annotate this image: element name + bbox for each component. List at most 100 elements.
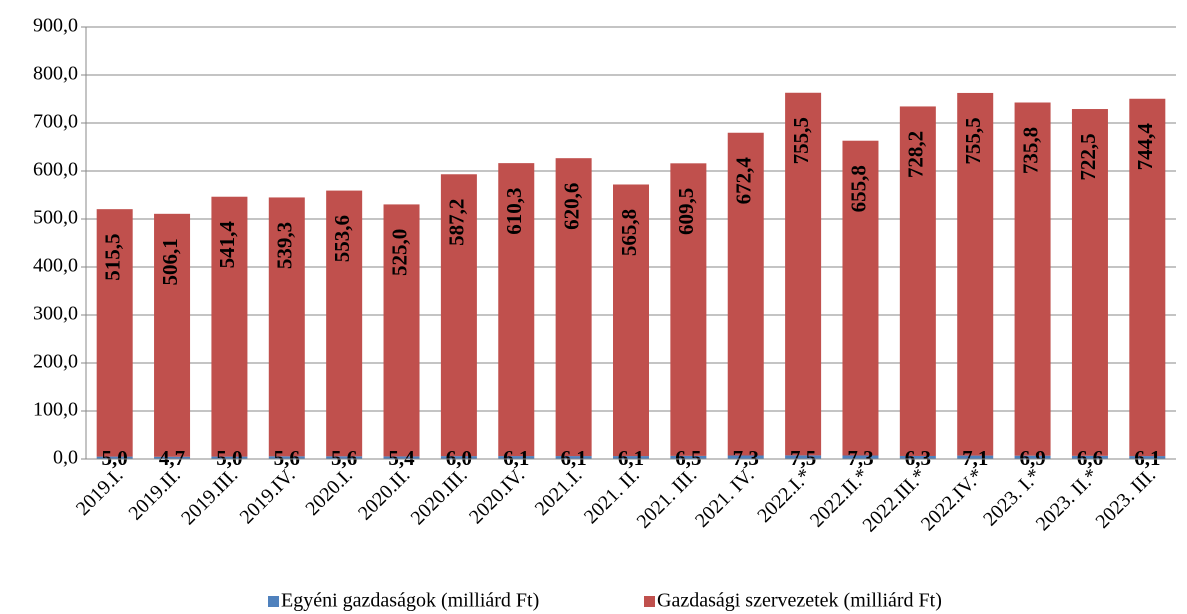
x-tick-label: 2020.II.: [354, 464, 414, 524]
bar-segment: [154, 213, 191, 457]
value-label: 5,0: [102, 446, 128, 470]
value-label: 6,1: [618, 446, 644, 470]
bar-segment: [498, 456, 535, 459]
legend-label: Gazdasági szervezetek (milliárd Ft): [657, 590, 942, 612]
bar-segment: [785, 455, 822, 459]
value-label: 6,1: [561, 446, 587, 470]
bar-segment: [957, 92, 994, 456]
value-label: 5,6: [274, 446, 300, 470]
value-label: 6,0: [446, 446, 472, 470]
x-tick-label: 2019.III.: [177, 464, 242, 529]
x-tick-label: 2021.I.: [531, 464, 587, 520]
value-label: 4,7: [159, 446, 185, 470]
value-label: 7,5: [790, 446, 816, 470]
bar-segment: [326, 190, 363, 457]
value-label: 672,4: [732, 157, 756, 205]
bar-segment: [613, 456, 649, 459]
bar-segment: [326, 456, 363, 459]
bar-segment: [154, 456, 191, 459]
value-label: 565,8: [617, 209, 641, 256]
value-label: 722,5: [1076, 133, 1100, 180]
legend-label: Egyéni gazdaságok (milliárd Ft): [281, 590, 539, 612]
bar-segment: [440, 456, 477, 459]
y-tick-label: 300,0: [33, 303, 78, 325]
bar-segment: [899, 455, 936, 459]
legend-swatch: [644, 596, 655, 607]
value-label: 609,5: [674, 188, 698, 235]
bar-segment: [613, 184, 649, 457]
value-label: 735,8: [1018, 127, 1042, 174]
value-label: 515,5: [100, 234, 124, 281]
x-tick-label: 2019.II.: [125, 464, 185, 524]
bar-segment: [555, 456, 592, 459]
bar-segment: [1129, 456, 1166, 459]
bar-segment: [670, 163, 707, 456]
x-tick-label: 2019.I.: [72, 464, 128, 520]
x-tick-label: 2022.IV.*: [917, 464, 988, 535]
bar-segment: [555, 158, 592, 457]
bar-segment: [727, 132, 764, 456]
x-tick-label: 2020.I.: [301, 464, 357, 520]
bar-segment: [727, 455, 764, 459]
bar-segment: [440, 174, 477, 457]
value-label: 7,1: [962, 446, 988, 470]
x-tick-label: 2022.III.*: [859, 464, 931, 536]
value-label: 6,6: [1077, 446, 1103, 470]
value-label: 6,5: [675, 446, 701, 470]
bar-segment: [211, 196, 248, 457]
bar-segment: [1129, 98, 1166, 457]
value-label: 6,9: [1019, 446, 1045, 470]
bar-segment: [1014, 102, 1051, 456]
x-tick-label: 2021. III.: [633, 464, 702, 533]
y-tick-label: 400,0: [33, 255, 78, 277]
value-label: 506,1: [158, 238, 182, 285]
bar-segment: [268, 456, 305, 459]
bar-segment: [842, 140, 879, 456]
value-label: 5,0: [216, 446, 242, 470]
x-tick-label: 2021. IV.: [691, 464, 759, 532]
bar-segment: [96, 456, 133, 459]
y-tick-label: 200,0: [33, 351, 78, 373]
bar-segment: [383, 204, 420, 457]
bar-segment: [268, 197, 305, 457]
y-tick-label: 100,0: [33, 399, 78, 421]
value-label: 525,0: [387, 229, 411, 276]
y-tick-label: 0,0: [53, 447, 78, 469]
value-label: 5,4: [388, 446, 415, 470]
x-tick-label: 2020.III.: [407, 464, 472, 529]
y-tick-label: 900,0: [33, 15, 78, 37]
bar-segment: [842, 455, 879, 459]
y-tick-label: 700,0: [33, 111, 78, 133]
bar-segment: [1071, 455, 1108, 459]
x-tick-label: 2023. III.: [1092, 464, 1161, 533]
legend-swatch: [268, 596, 279, 607]
value-label: 7,3: [847, 446, 873, 470]
x-tick-label: 2023. II.*: [1032, 464, 1103, 535]
y-tick-label: 500,0: [33, 207, 78, 229]
bar-segment: [1014, 455, 1051, 459]
value-label: 553,6: [330, 215, 354, 262]
value-label: 6,3: [905, 446, 931, 470]
value-label: 620,6: [559, 183, 583, 230]
bar-segment: [383, 456, 420, 459]
bar-segment: [899, 106, 936, 456]
bar-segment: [1071, 109, 1108, 456]
bar-segment: [670, 455, 707, 459]
value-label: 610,3: [502, 188, 526, 235]
value-label: 7,3: [733, 446, 759, 470]
value-label: 755,5: [789, 117, 813, 164]
value-label: 655,8: [846, 165, 870, 212]
value-label: 587,2: [445, 199, 469, 246]
bar-segment: [96, 209, 133, 457]
value-label: 755,5: [961, 117, 985, 164]
y-tick-label: 800,0: [33, 63, 78, 85]
bar-segment: [211, 456, 248, 459]
value-label: 6,1: [1134, 446, 1160, 470]
y-tick-label: 600,0: [33, 159, 78, 181]
value-label: 541,4: [215, 221, 239, 269]
bar-segment: [785, 92, 822, 456]
x-tick-label: 2020.IV.: [465, 464, 529, 528]
bar-segment: [498, 163, 535, 457]
x-tick-label: 2019.IV.: [236, 464, 300, 528]
